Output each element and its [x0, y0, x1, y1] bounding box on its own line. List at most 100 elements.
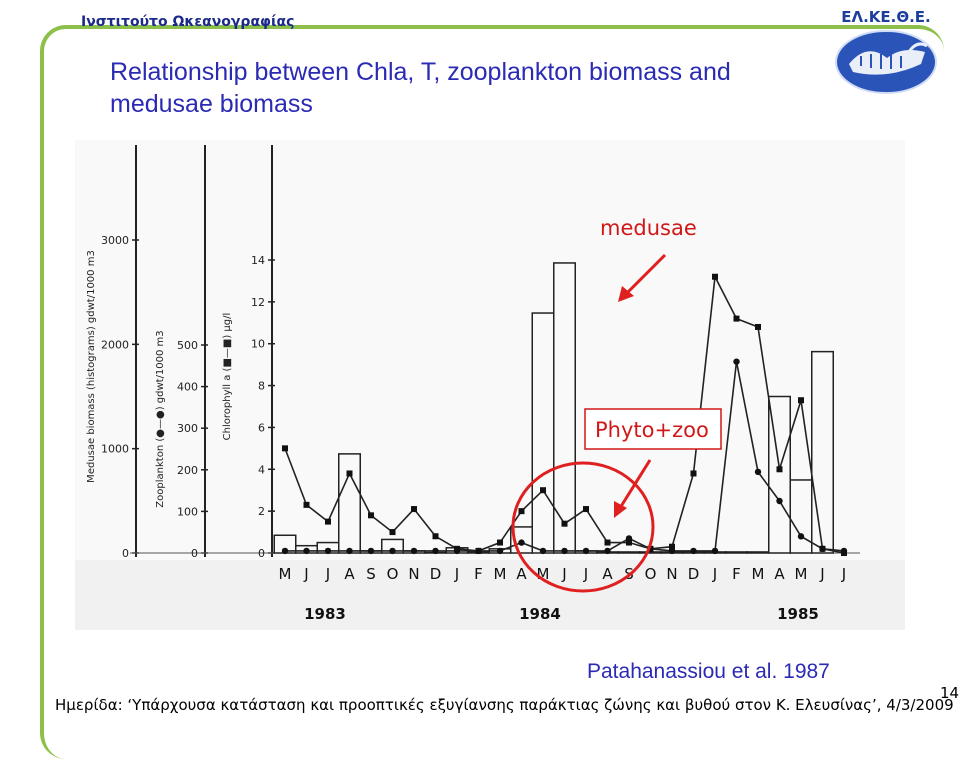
month-label: S	[366, 565, 376, 583]
footer-text: Ημερίδα: ‘Υπάρχουσα κατάσταση και προοπτ…	[55, 696, 954, 714]
tick-label: 2	[258, 505, 265, 518]
series-lines	[281, 273, 848, 556]
medusae-bar	[725, 551, 748, 554]
year-label: 1985	[777, 605, 819, 623]
slide-frame	[40, 25, 944, 759]
month-label: N	[408, 565, 419, 583]
month-label: A	[774, 565, 785, 583]
phyto-zoo-box	[584, 408, 722, 450]
month-label: J	[325, 565, 330, 583]
chlorophyll-point	[540, 487, 546, 494]
chlorophyll-point	[475, 547, 482, 554]
chlorophyll-point	[282, 445, 288, 452]
month-label: F	[474, 565, 483, 583]
slide-title: Relationship between Chla, T, zooplankto…	[110, 56, 850, 120]
zooplankton-point	[690, 547, 697, 555]
medusae-annotation: medusae	[600, 216, 697, 240]
year-label: 1983	[304, 605, 346, 623]
zooplankton-point	[346, 547, 353, 555]
zooplankton-point	[754, 468, 762, 476]
chlorophyll-point	[776, 466, 783, 473]
chlorophyll-point	[841, 550, 847, 556]
logo-text: ΕΛ.ΚΕ.Θ.Ε.	[841, 8, 931, 26]
month-label: J	[583, 565, 588, 583]
zooplankton-point	[410, 547, 418, 555]
chlorophyll-point	[411, 506, 417, 513]
chlorophyll-point	[798, 397, 804, 404]
tick-label: 3000	[101, 234, 129, 247]
month-label: A	[344, 565, 355, 583]
zooplankton-point	[518, 539, 525, 546]
tick-label: 0	[258, 547, 265, 560]
chlorophyll-point	[454, 545, 460, 552]
page-number: 14	[940, 684, 959, 702]
month-label: J	[561, 565, 566, 583]
axis-title: Zooplankton (●—●) gdwt/1000 m3	[155, 330, 166, 507]
zooplankton-point	[303, 547, 310, 555]
zooplankton-point	[797, 533, 805, 540]
tick-label: 400	[177, 381, 198, 394]
zooplankton-point	[776, 497, 783, 505]
medusae-bar	[768, 395, 791, 554]
tick-label: 14	[251, 254, 265, 267]
month-label: M	[795, 565, 808, 583]
axis-title: Medusae biomass (histograms) gdwt/1000 m…	[86, 250, 97, 483]
highlight-circle	[511, 461, 655, 593]
institute-logo: ΕΛ.ΚΕ.Θ.Ε.	[835, 8, 937, 94]
zooplankton-point	[711, 547, 719, 555]
chlorophyll-point	[583, 506, 589, 513]
axis-title: Chlorophyll a (■—■) µg/l	[222, 313, 233, 441]
tick-label: 100	[177, 505, 198, 518]
chlorophyll-point	[389, 529, 396, 536]
zooplankton-point	[281, 547, 289, 555]
chlorophyll-point	[712, 273, 718, 280]
medusae-arrowhead	[618, 286, 634, 302]
month-label: J	[712, 565, 717, 583]
annotations: medusae Phyto+zoo	[511, 216, 722, 593]
zooplankton-point	[496, 547, 504, 555]
chlorophyll-point	[819, 545, 826, 552]
phyto-zoo-annotation: Phyto+zoo	[595, 418, 709, 442]
tick-label: 1000	[101, 443, 129, 456]
month-label: D	[688, 565, 700, 583]
figure-axis-band	[75, 560, 905, 630]
tick-label: 8	[258, 380, 265, 393]
medusae-bar	[746, 551, 770, 554]
phyto-zoo-arrowhead	[614, 501, 627, 518]
zooplankton-point	[324, 547, 332, 555]
tick-label: 10	[251, 338, 265, 351]
tick-label: 6	[258, 421, 265, 434]
chlorophyll-point	[432, 533, 439, 540]
zooplankton-point	[389, 547, 396, 555]
tick-label: 2000	[101, 338, 129, 351]
month-label: O	[645, 565, 657, 583]
zooplankton-point	[582, 547, 590, 555]
chlorophyll-point	[669, 543, 675, 550]
tick-label: 200	[177, 464, 198, 477]
month-label: J	[841, 565, 846, 583]
month-label: F	[732, 565, 741, 583]
chlorophyll-point	[733, 315, 740, 322]
zooplankton-point	[432, 547, 439, 555]
chlorophyll-point	[518, 508, 525, 515]
institute-name: Ινστιτούτο Ωκεανογραφίας	[81, 14, 295, 30]
figure-background	[75, 140, 905, 630]
month-label: J	[819, 565, 824, 583]
tick-label: 12	[251, 296, 265, 309]
month-label: M	[494, 565, 507, 583]
tick-label: 0	[191, 547, 198, 560]
month-label: N	[666, 565, 677, 583]
title-line-2: medusae biomass	[110, 90, 313, 118]
title-line-1: Relationship between Chla, T, zooplankto…	[110, 58, 731, 86]
month-label: A	[516, 565, 527, 583]
medusae-arrow	[623, 253, 667, 297]
chlorophyll-point	[561, 520, 568, 527]
chlorophyll-point	[626, 539, 632, 546]
zooplankton-point	[561, 547, 568, 555]
tick-label: 300	[177, 422, 198, 435]
medusae-bar	[811, 350, 834, 554]
month-label: J	[454, 565, 459, 583]
tick-label: 0	[122, 547, 129, 560]
